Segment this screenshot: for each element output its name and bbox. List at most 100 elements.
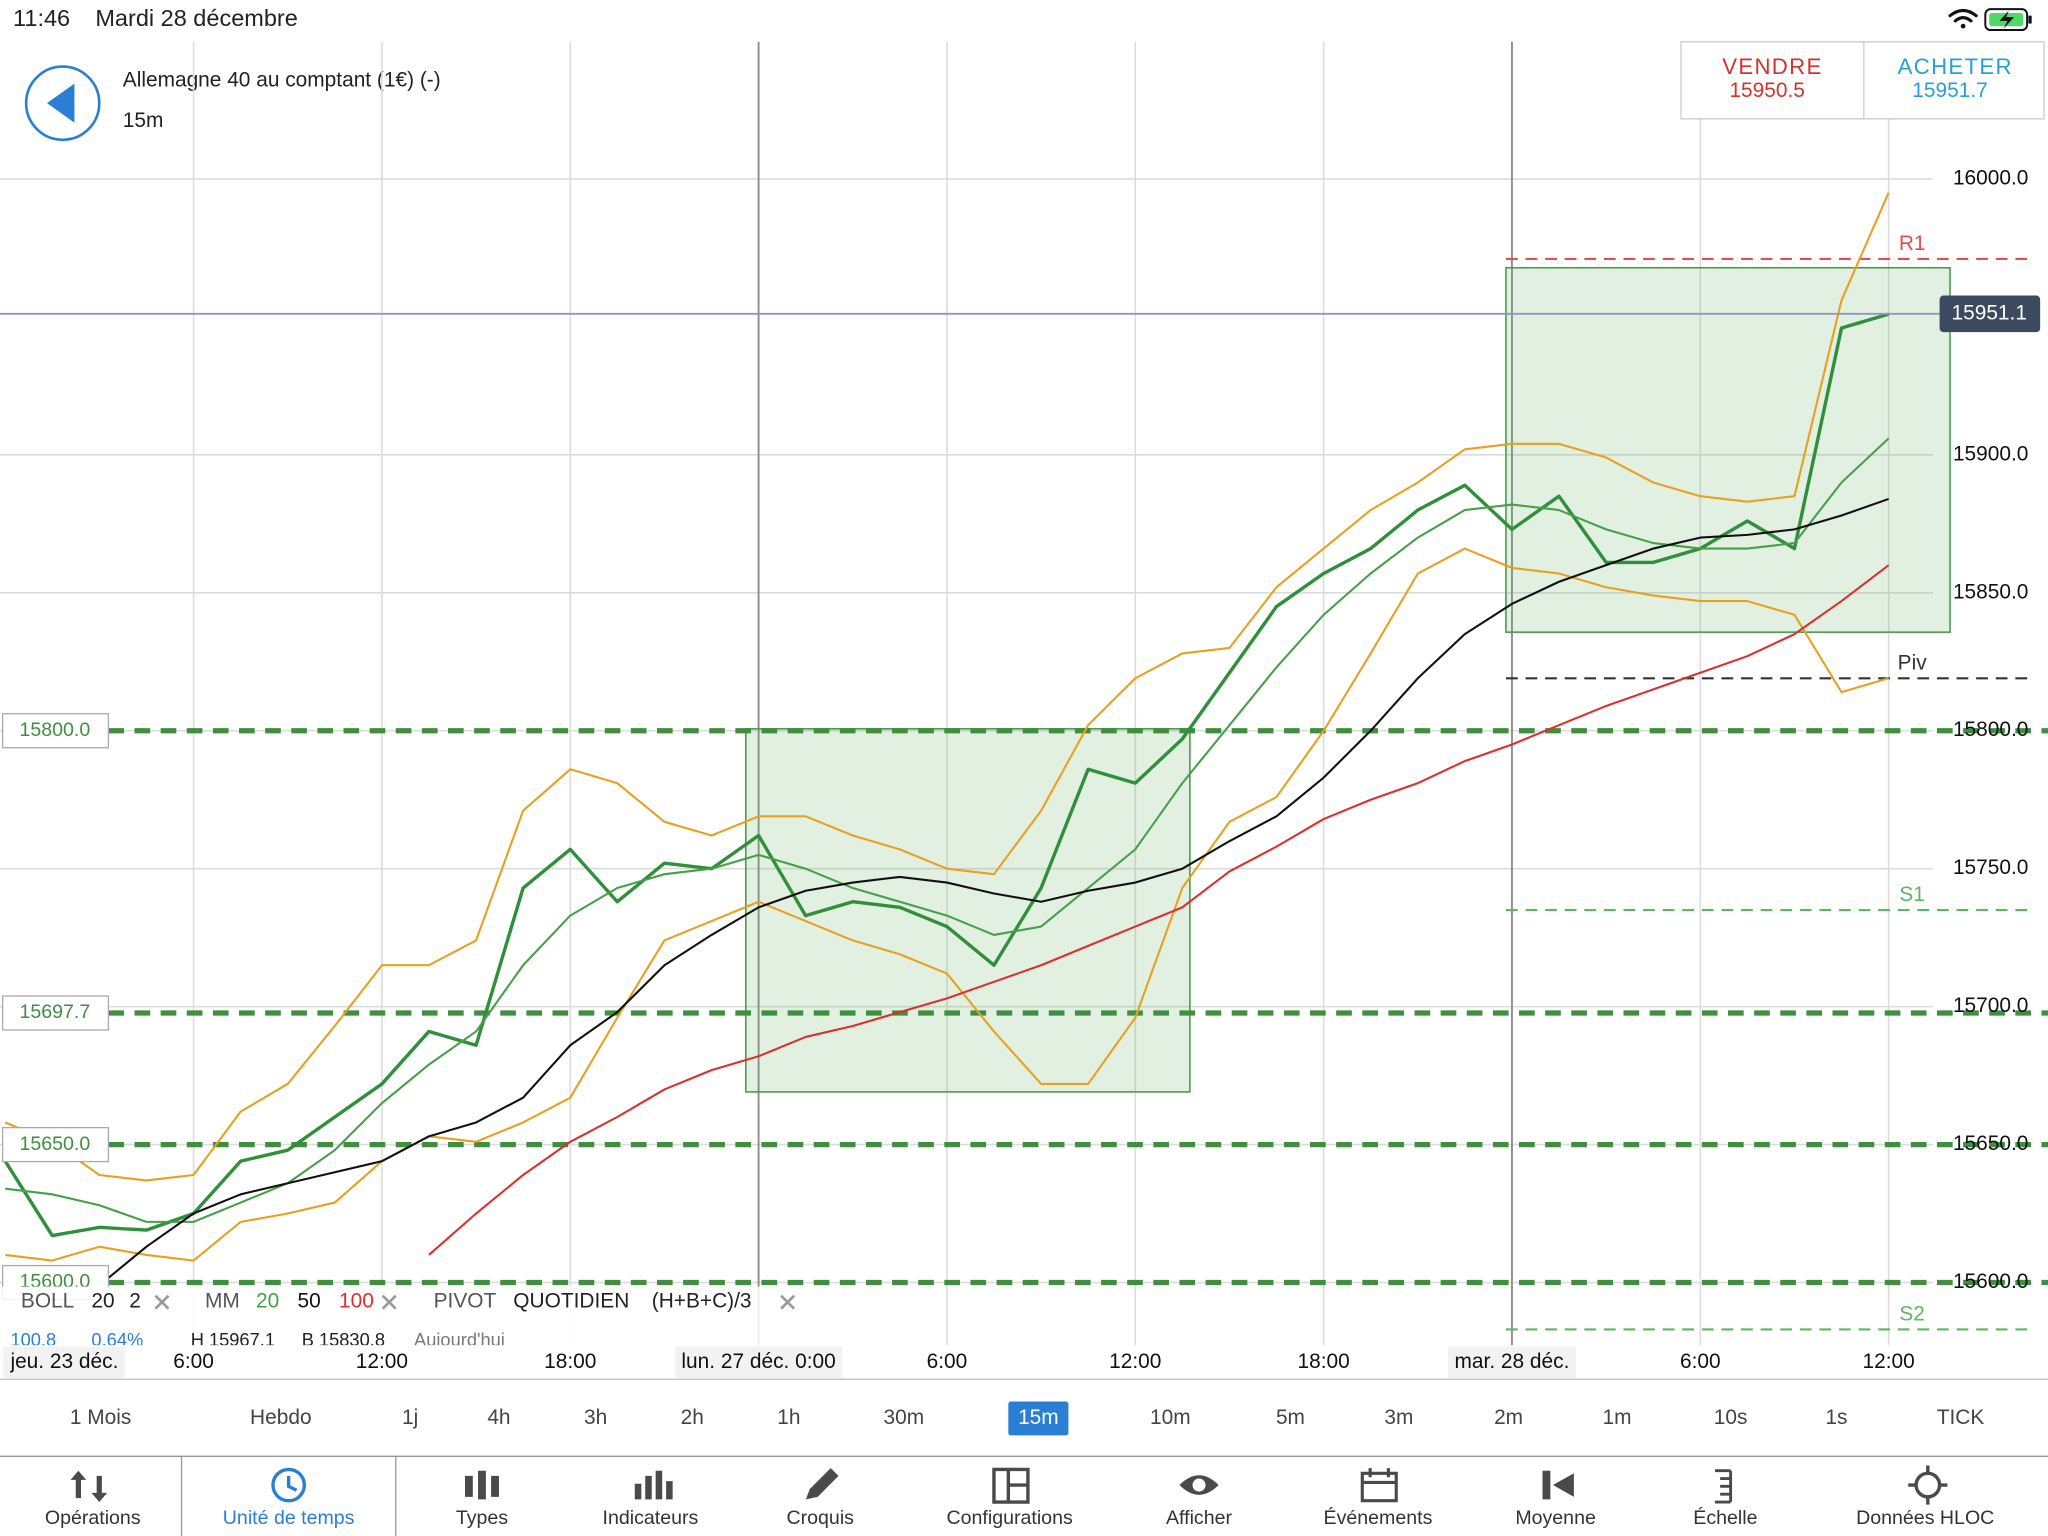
timeframe-tab[interactable]: 15m (1018, 1406, 1059, 1429)
timeframe-bar: 1 Mois Hebdo 1j 4h 3h 2h 1h 30m 15m 10m 5m 3m 2m 1m 10… (70, 1401, 1985, 1436)
series-line (4, 192, 1890, 1182)
x-label-background (674, 1346, 843, 1378)
x-label-background (1447, 1346, 1576, 1378)
tab-selected[interactable] (1008, 1401, 1069, 1436)
level-label: 15800.0 (19, 719, 90, 741)
remove-icon[interactable] (154, 1294, 170, 1310)
legend-mm-periods: 20 50 100 (256, 1290, 374, 1313)
quote-box (1680, 41, 2045, 120)
legend-entry: 20 (256, 1290, 279, 1313)
buy-label[interactable]: ACHETER (1898, 54, 2013, 79)
x-tick-label: 6:00 (173, 1350, 214, 1373)
timeframe-tab[interactable]: 10m (1150, 1406, 1191, 1429)
y-tick-label: 15850.0 (1953, 580, 2028, 603)
overlay: 15600.0 15650.0 15700.0 15750.0 15800.0 15850… (1, 166, 2041, 1326)
timeframe-tab[interactable]: 1m (1602, 1406, 1631, 1429)
timeframe-tab[interactable]: 1h (777, 1406, 800, 1429)
series-line (98, 497, 1889, 1287)
toolbar-button[interactable]: Types (456, 1507, 508, 1529)
sell-button[interactable]: VENDRE 15950.5 (1722, 54, 1822, 102)
legend-pivot[interactable]: PIVOT (434, 1290, 497, 1313)
toolbar-button[interactable]: Indicateurs (603, 1507, 699, 1529)
info-value: 0.64% (91, 1329, 143, 1350)
toolbar-button[interactable]: Échelle (1693, 1506, 1757, 1529)
remove-icon[interactable] (780, 1294, 796, 1310)
instrument-name: Allemagne 40 au comptant (1€) (-) (123, 68, 441, 91)
info-value: H 15967.1 (191, 1329, 275, 1350)
info-value: B 15830.8 (302, 1329, 385, 1350)
x-axis: jeu. 23 déc. 6:00 12:00 18:00 lun. 27 déc. 0… (2, 1346, 1915, 1378)
x-label-background (2, 1346, 125, 1378)
last-price-label: 15951.1 (1951, 301, 2026, 324)
pivot-label: R1 (1899, 232, 1926, 255)
legend-mm[interactable]: MM (205, 1290, 240, 1313)
battery-icon (1984, 8, 2032, 32)
buy-price[interactable]: 15951.7 (1912, 79, 1987, 102)
x-tick-label: 6:00 (1680, 1350, 1721, 1373)
timeframe-tab[interactable]: 1 Mois (70, 1406, 131, 1429)
drawn-rectangle (745, 728, 1191, 1093)
timeframe-tab[interactable]: TICK (1937, 1406, 1985, 1429)
legend-background (0, 1286, 817, 1346)
toolbar-button[interactable]: Données HLOC (1856, 1507, 1994, 1529)
legend: BOLL 20 2 MM 20 50 100 PIVOT QUOTIDIEN (H+… (10, 1290, 796, 1350)
info-value: 100.8 (10, 1329, 56, 1350)
legend-param: 20 (91, 1290, 114, 1313)
timeframe-tab[interactable]: 2m (1494, 1406, 1523, 1429)
drawings (745, 266, 1951, 1093)
last-price-box (1939, 295, 2041, 333)
timeframe-tab[interactable]: 5m (1276, 1406, 1305, 1429)
timeframe-tab[interactable]: 30m (884, 1406, 925, 1429)
sell-price[interactable]: 15950.5 (1729, 79, 1804, 102)
toolbar-button[interactable]: Opérations (45, 1507, 141, 1529)
timeframe-tab[interactable]: 10s (1714, 1406, 1748, 1429)
pivot-label: S1 (1899, 883, 1925, 906)
timeframe-tab[interactable]: 4h (487, 1406, 510, 1429)
timeframe-tab[interactable]: 1j (402, 1406, 418, 1429)
legend-param: (H+B+C)/3 (652, 1290, 752, 1313)
timeframe-tab[interactable]: 3m (1384, 1406, 1413, 1429)
legend-boll[interactable]: BOLL (21, 1290, 74, 1313)
x-tick-label: 18:00 (1297, 1350, 1349, 1373)
plot (0, 192, 2048, 1331)
toolbar-button[interactable]: Événements (1324, 1506, 1433, 1529)
toolbar-button[interactable]: Moyenne (1515, 1507, 1596, 1529)
buy-button[interactable]: ACHETER 15951.7 (1898, 54, 2013, 102)
x-tick-label: mar. 28 déc. (1455, 1350, 1570, 1373)
level-label-box (1, 1126, 110, 1163)
level-label: 15650.0 (19, 1133, 90, 1155)
y-tick-label: 15800.0 (1953, 718, 2028, 741)
timeframe-tab[interactable]: Hebdo (250, 1406, 312, 1429)
x-tick-label: 6:00 (927, 1350, 968, 1373)
timeframe-tab[interactable]: 1s (1825, 1406, 1847, 1429)
toolbar-button[interactable]: Afficher (1166, 1507, 1232, 1529)
pivot-label: S2 (1899, 1303, 1925, 1326)
series-line (5, 547, 1889, 1262)
toolbar: Opérations Unité de temps Types Indicateurs… (45, 1506, 1994, 1529)
level-label-box (1, 995, 110, 1031)
x-axis-band (0, 1345, 2048, 1380)
back-button[interactable] (24, 65, 101, 142)
x-tick-label: jeu. 23 déc. (9, 1350, 118, 1373)
timeframe-label: 15m (123, 109, 164, 132)
series-line (428, 564, 1890, 1256)
status-time: 11:46 (13, 5, 70, 31)
x-tick-label: lun. 27 déc. 0:00 (681, 1350, 835, 1373)
x-tick-label: 18:00 (544, 1350, 596, 1373)
legend-param: QUOTIDIEN (513, 1290, 629, 1313)
x-tick-label: 12:00 (1863, 1350, 1915, 1373)
remove-icon[interactable] (381, 1294, 397, 1310)
toolbar-button[interactable]: Unité de temps (223, 1507, 355, 1529)
pivot-label: Piv (1898, 651, 1928, 674)
legend-entry: 50 (298, 1290, 321, 1313)
legend-entry: 100 (339, 1290, 374, 1313)
x-tick-label: 12:00 (356, 1350, 408, 1373)
toolbar-button[interactable]: Configurations (947, 1507, 1073, 1529)
timeframe-tab[interactable]: 2h (681, 1406, 704, 1429)
y-tick-label: 15600.0 (1953, 1270, 2028, 1293)
timeframe-tab[interactable]: 3h (584, 1406, 607, 1429)
sell-label[interactable]: VENDRE (1722, 54, 1822, 79)
toolbar-button[interactable]: Croquis (787, 1507, 855, 1529)
